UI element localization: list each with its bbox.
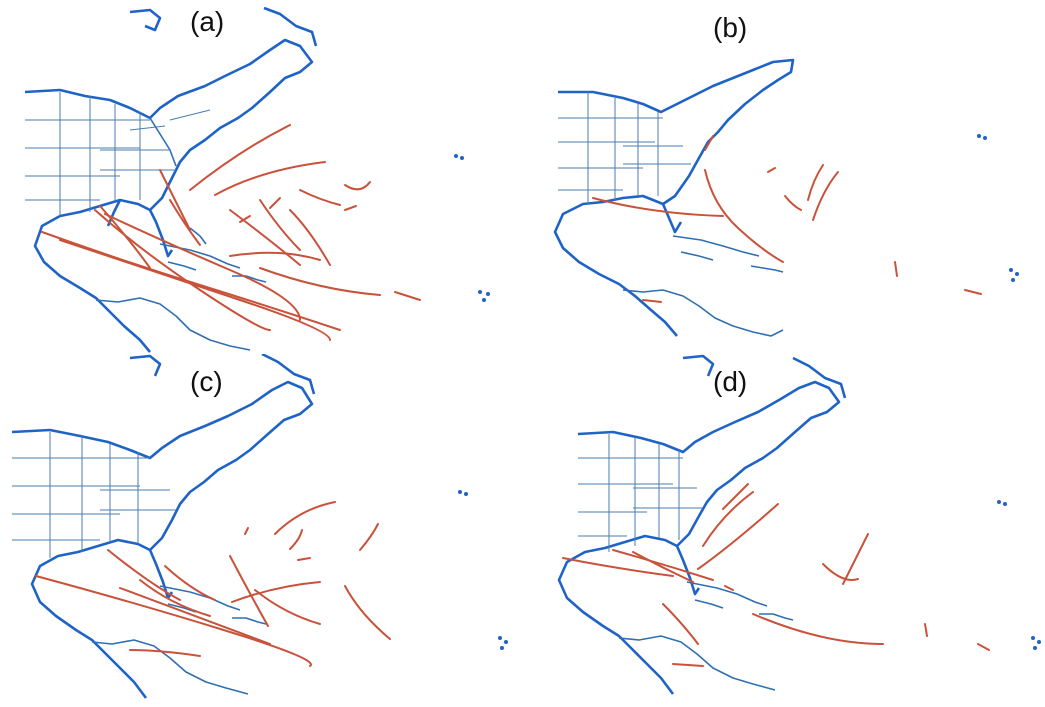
storm-tracks-b bbox=[592, 135, 982, 303]
storm-tracks-d bbox=[562, 483, 990, 667]
panel-label-c: (c) bbox=[190, 366, 223, 397]
state-borders-c bbox=[12, 432, 176, 558]
land-outline-b bbox=[553, 58, 795, 337]
state-borders-a bbox=[25, 92, 211, 216]
land-outline-d bbox=[557, 354, 847, 695]
state-borders-b bbox=[558, 92, 691, 204]
basemap-b bbox=[553, 58, 1019, 337]
land-outline-a bbox=[24, 6, 318, 353]
panel-a: (a) bbox=[0, 0, 522, 353]
panel-d: (d) bbox=[523, 354, 1045, 707]
islands-c bbox=[458, 490, 508, 650]
state-borders-d bbox=[578, 434, 703, 552]
basemap-c bbox=[11, 354, 508, 699]
storm-tracks-a bbox=[41, 124, 421, 341]
panel-label-a: (a) bbox=[190, 6, 225, 37]
basemap-d bbox=[557, 354, 1041, 695]
islands-d bbox=[997, 500, 1041, 650]
panel-label-d: (d) bbox=[713, 366, 748, 397]
panel-b: (b) bbox=[523, 0, 1045, 353]
panel-label-b: (b) bbox=[713, 12, 748, 43]
land-outline-c bbox=[11, 354, 316, 699]
islands-a bbox=[454, 154, 490, 302]
storm-tracks-c bbox=[35, 501, 391, 667]
panel-c: (c) bbox=[0, 354, 522, 707]
basemap-a bbox=[24, 6, 490, 353]
islands-b bbox=[977, 134, 1019, 282]
